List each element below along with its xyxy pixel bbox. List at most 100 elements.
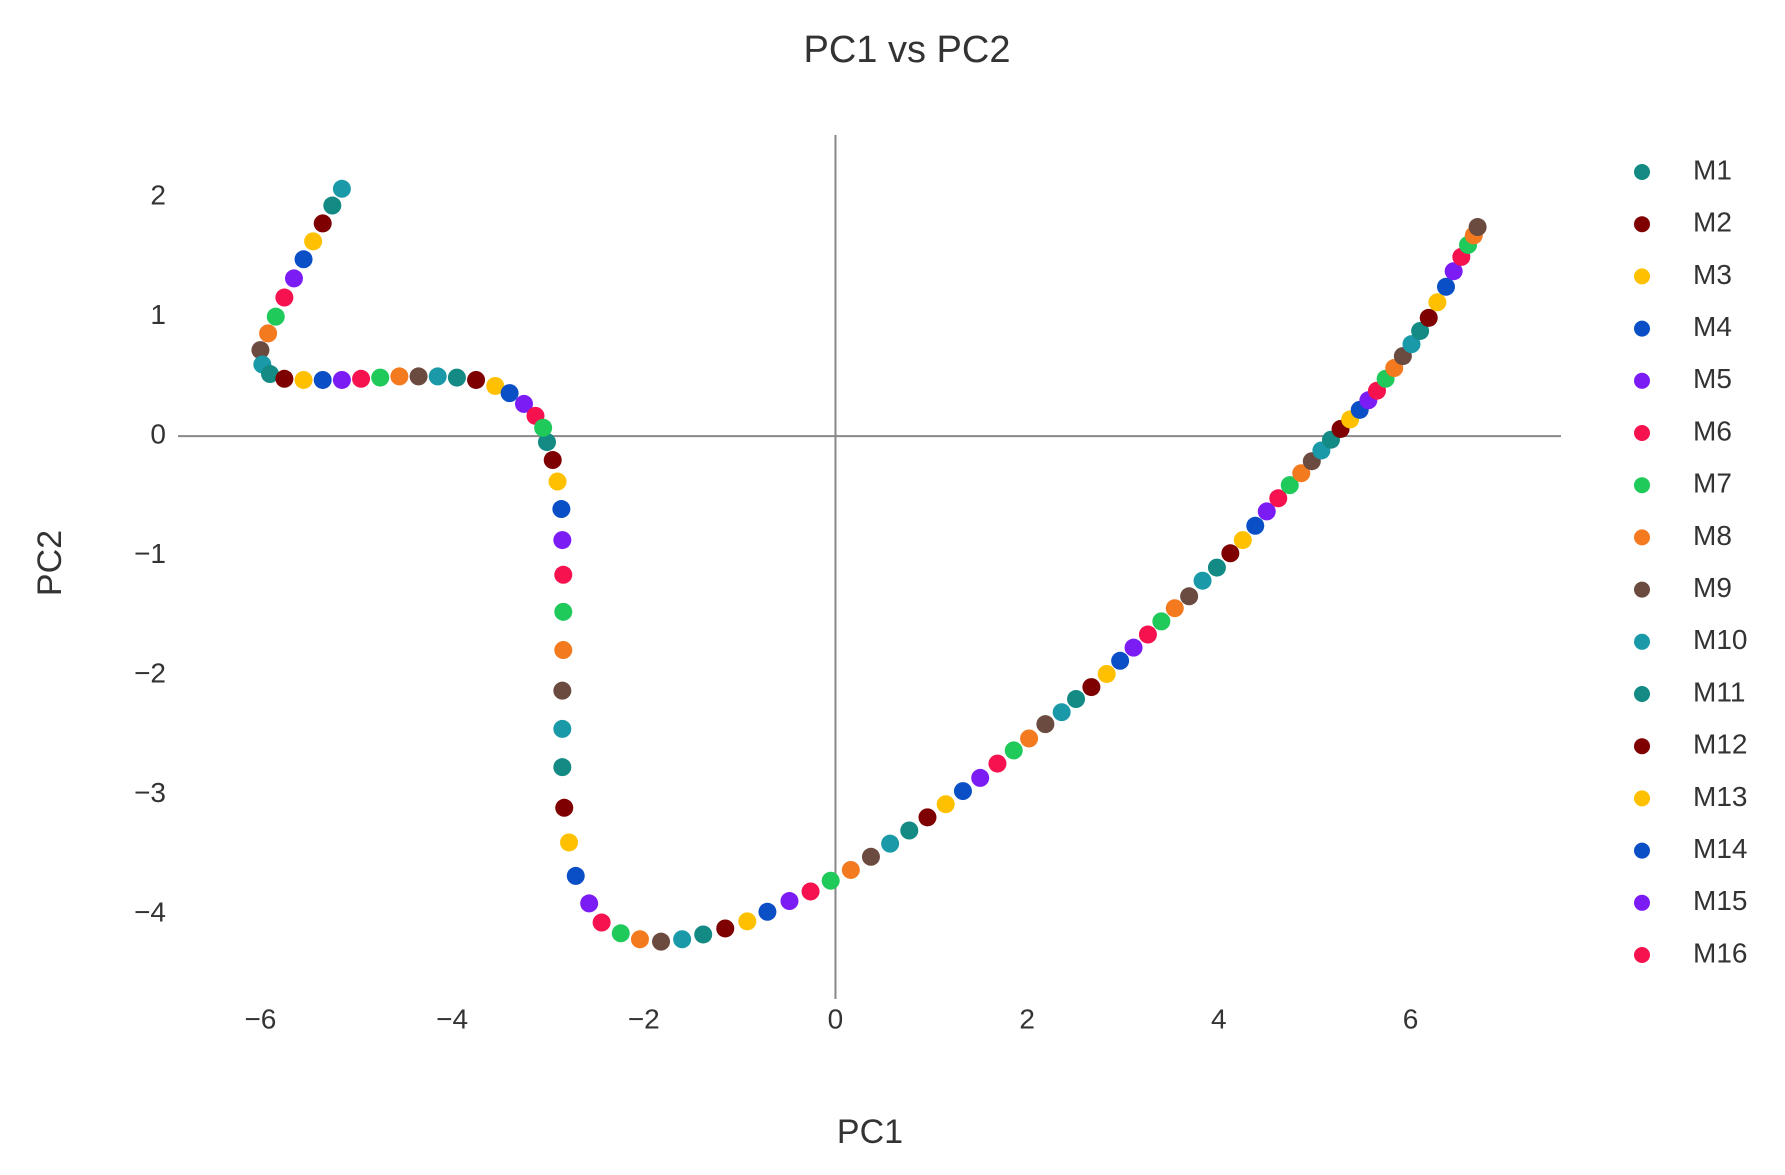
point [630,930,649,949]
point [1067,690,1086,709]
point [1292,464,1311,483]
point [560,833,579,852]
point [390,367,409,386]
point [580,894,599,913]
legend-label: M5 [1693,363,1732,394]
y-tick-label: 1 [150,299,166,330]
point [259,324,278,343]
point [1165,599,1184,618]
point [554,602,573,621]
y-tick-label: −4 [134,897,166,928]
x-axis-label: PC1 [837,1113,903,1151]
point [1436,277,1455,296]
point [555,798,574,817]
point [534,418,553,437]
point [486,376,505,395]
legend-label: M1 [1693,154,1732,185]
point [467,370,486,389]
legend-label: M12 [1693,729,1747,760]
point [861,847,880,866]
legend-marker [1634,529,1650,546]
point [553,681,572,700]
legend-marker [1634,216,1650,233]
point [332,370,351,389]
point [543,451,562,470]
point [1233,531,1252,550]
legend-marker [1634,686,1650,702]
legend-marker [1634,581,1650,598]
point [652,932,671,951]
point [409,367,428,386]
x-tick-label: 4 [1211,1003,1227,1034]
point [881,834,900,853]
legend-marker [1634,320,1650,337]
legend-marker [1634,633,1650,650]
point [1402,335,1421,354]
point [1246,516,1265,535]
point [323,196,342,215]
point [1124,638,1143,657]
point [352,369,371,388]
legend-label: M8 [1693,520,1732,551]
legend-label: M13 [1693,781,1747,812]
point [1221,544,1240,563]
point [261,365,280,384]
point [554,641,573,660]
point [313,214,332,233]
point [918,808,937,827]
point [988,754,1007,773]
point [275,288,294,307]
legend-marker [1634,738,1650,755]
legend-label: M15 [1693,885,1747,916]
point [1419,308,1438,327]
legend-label: M9 [1693,572,1732,603]
point [780,892,799,911]
x-tick-label: 6 [1403,1003,1419,1034]
point [1411,321,1430,340]
legend-label: M11 [1693,676,1745,707]
point [1428,293,1447,312]
point [548,472,567,491]
point [1036,715,1055,734]
legend-marker [1634,372,1650,389]
point [738,912,757,931]
legend-marker [1634,164,1650,180]
point [971,768,990,787]
point [1207,558,1226,577]
point [537,433,556,452]
point [936,795,955,814]
legend-marker [1634,268,1650,285]
legend-marker [1634,842,1650,859]
legend-marker [1634,947,1650,963]
y-tick-label: −1 [134,538,166,569]
point [1280,476,1299,495]
y-tick-label: 0 [150,419,166,450]
legend-marker [1634,894,1650,911]
x-tick-label: −4 [436,1003,468,1034]
point [1111,651,1130,670]
legend-label: M7 [1693,468,1732,499]
point [251,341,270,360]
point [611,924,630,943]
point [1020,729,1039,748]
point [275,369,294,388]
point [554,565,573,584]
point [900,821,919,840]
chart-title: PC1 vs PC2 [804,29,1011,71]
point [553,758,572,777]
point [1269,489,1288,508]
point [1138,625,1157,644]
y-tick-label: −2 [134,658,166,689]
point [841,860,860,879]
legend-label: M10 [1693,624,1747,655]
point [500,384,519,403]
y-tick-label: 2 [150,180,166,211]
point [821,871,840,890]
point [694,925,713,944]
point [716,919,735,938]
point [553,719,572,738]
point [447,368,466,387]
y-tick-label: −3 [134,777,166,808]
x-tick-label: −6 [244,1003,276,1034]
